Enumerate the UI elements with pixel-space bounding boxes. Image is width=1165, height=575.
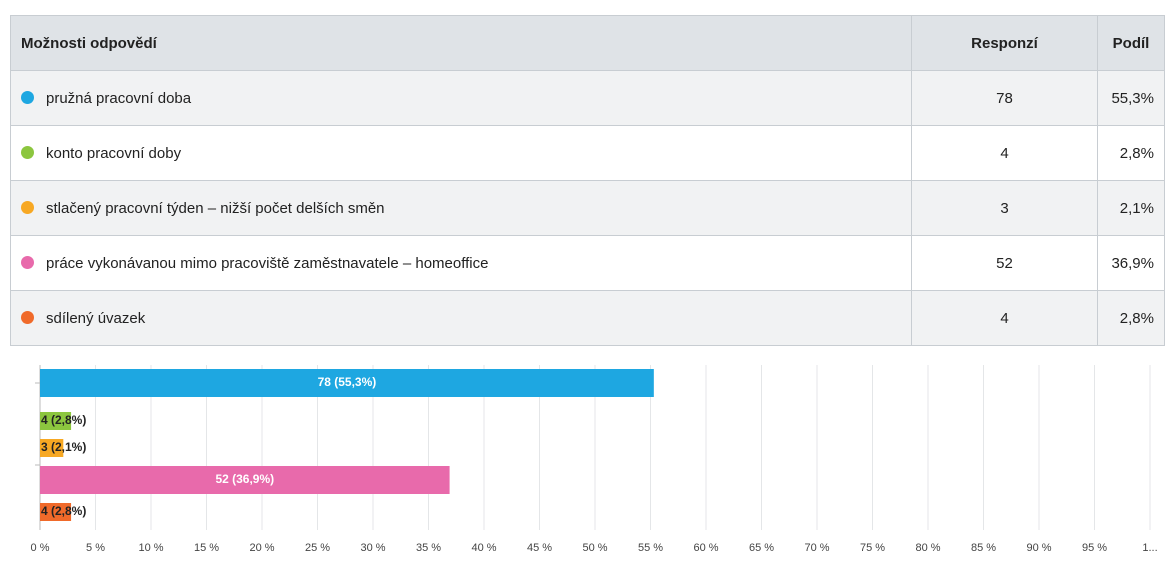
data-label: 78 (55,3%) — [318, 375, 377, 389]
share-cell: 2,8% — [1097, 290, 1165, 346]
x-tick-label: 1... — [1142, 542, 1157, 554]
x-tick-label: 90 % — [1026, 542, 1051, 554]
x-tick-label: 30 % — [360, 542, 385, 554]
option-cell: stlačený pracovní týden – nižší počet de… — [10, 180, 912, 236]
data-label: 52 (36,9%) — [215, 472, 274, 486]
option-label: stlačený pracovní týden – nižší počet de… — [46, 199, 385, 217]
responses-cell: 4 — [911, 290, 1098, 346]
data-label: 4 (2,8%) — [41, 504, 86, 518]
option-cell: konto pracovní doby — [10, 125, 912, 181]
data-label: 4 (2,8%) — [41, 413, 86, 427]
x-tick-label: 25 % — [305, 542, 330, 554]
x-tick-label: 60 % — [693, 542, 718, 554]
option-cell: práce vykonávanou mimo pracoviště zaměst… — [10, 235, 912, 291]
share-cell: 2,1% — [1097, 180, 1165, 236]
x-tick-label: 45 % — [527, 542, 552, 554]
x-tick-label: 80 % — [915, 542, 940, 554]
bar — [40, 412, 72, 430]
table-row: sdílený úvazek 4 2,8% — [10, 290, 1165, 346]
x-tick-label: 50 % — [582, 542, 607, 554]
option-label: sdílený úvazek — [46, 309, 146, 327]
x-tick-label: 0 % — [31, 542, 50, 554]
header-cell: Možnosti odpovědí — [10, 15, 912, 71]
x-tick-label: 10 % — [138, 542, 163, 554]
responses-cell: 3 — [911, 180, 1098, 236]
x-tick-label: 55 % — [638, 542, 663, 554]
option-cell: pružná pracovní doba — [10, 70, 912, 126]
bar — [40, 466, 450, 494]
x-tick-label: 70 % — [804, 542, 829, 554]
x-tick-label: 5 % — [86, 542, 105, 554]
table-row: práce vykonávanou mimo pracoviště zaměst… — [10, 235, 1165, 291]
table-body: pružná pracovní doba 78 55,3% konto pracovn… — [10, 70, 1165, 346]
color-dot — [21, 145, 34, 159]
x-tick-label: 40 % — [471, 542, 496, 554]
data-label: 3 (2,1%) — [41, 440, 86, 454]
x-tick-label: 75 % — [860, 542, 885, 554]
bar — [40, 503, 72, 521]
option-label: pružná pracovní doba — [46, 89, 192, 107]
x-tick-label: 35 % — [416, 542, 441, 554]
option-label: práce vykonávanou mimo pracoviště zaměst… — [46, 254, 489, 272]
color-dot — [21, 310, 34, 324]
results-table: Možnosti odpovědí Responzí Podíl pružná … — [10, 15, 1165, 346]
table-row: stlačený pracovní týden – nižší počet de… — [10, 180, 1165, 236]
color-dot — [21, 90, 34, 104]
color-dot — [21, 200, 34, 214]
option-label: konto pracovní doby — [46, 144, 182, 162]
table-row: konto pracovní doby 4 2,8% — [10, 125, 1165, 181]
x-tick-label: 20 % — [249, 542, 274, 554]
share-cell: 2,8% — [1097, 125, 1165, 181]
table-row: pružná pracovní doba 78 55,3% — [10, 70, 1165, 126]
x-tick-label: 95 % — [1082, 542, 1107, 554]
x-tick-label: 15 % — [194, 542, 219, 554]
responses-cell: 78 — [911, 70, 1098, 126]
bar — [40, 369, 654, 397]
x-tick-label: 65 % — [749, 542, 774, 554]
header-row: Možnosti odpovědí Responzí Podíl — [10, 15, 1165, 71]
x-tick-label: 85 % — [971, 542, 996, 554]
bar — [40, 439, 64, 457]
color-dot — [21, 255, 34, 269]
option-cell: sdílený úvazek — [10, 290, 912, 346]
